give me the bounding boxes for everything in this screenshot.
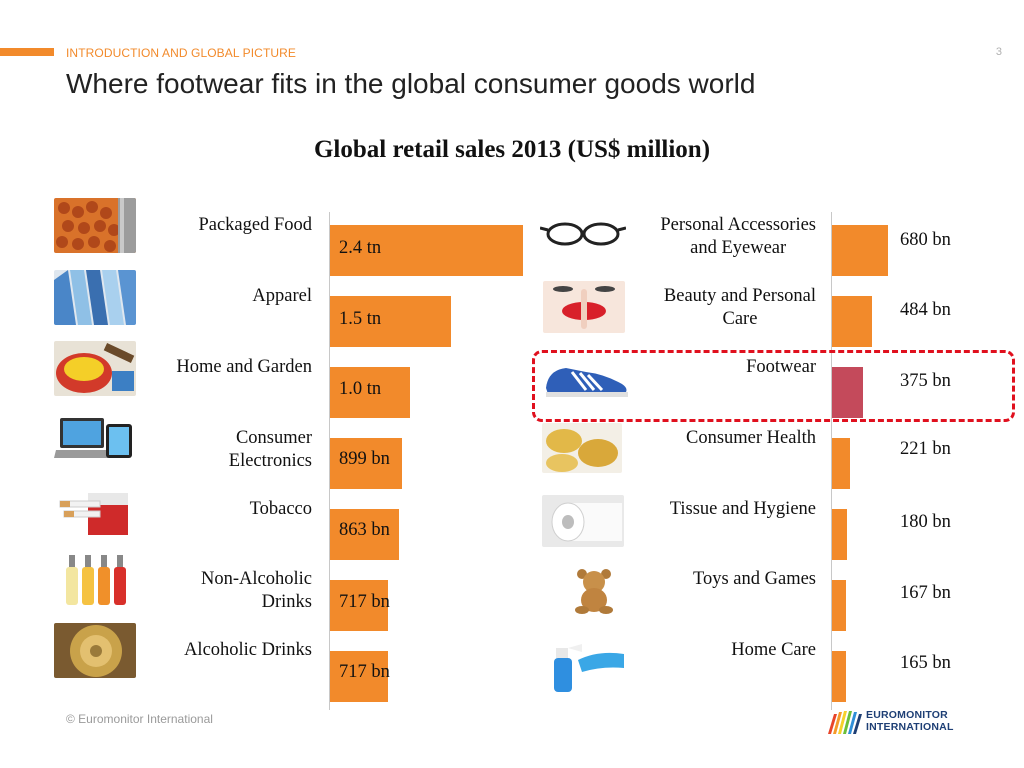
- category-label: Consumer Health: [686, 427, 816, 450]
- category-label: Beauty and Personal Care: [664, 285, 816, 331]
- category-label-line: Care: [722, 309, 758, 329]
- bar-home-and-garden: [330, 367, 410, 418]
- category-label-line: Electronics: [228, 451, 312, 471]
- consumer-health-image: [542, 423, 622, 473]
- section-label: INTRODUCTION AND GLOBAL PICTURE: [66, 46, 297, 60]
- category-label: Personal Accessories and Eyewear: [660, 214, 816, 260]
- beauty-image: [543, 281, 625, 333]
- tissue-image: [542, 495, 624, 547]
- chart-title: Global retail sales 2013 (US$ million): [313, 136, 711, 163]
- home-care-image: [548, 640, 626, 694]
- category-label: Home Care: [731, 639, 816, 662]
- category-label-line: Home Care: [731, 640, 816, 660]
- toys-image: [570, 568, 618, 614]
- value-label: 375 bn: [900, 371, 951, 391]
- category-label-line: Consumer Health: [686, 428, 816, 448]
- category-label-line: Tissue and Hygiene: [669, 499, 816, 519]
- value-label: 484 bn: [900, 300, 951, 320]
- footer-copyright: © Euromonitor International: [66, 712, 213, 726]
- accent-bar: [0, 48, 54, 56]
- bar-consumer-health: [832, 438, 850, 489]
- category-label: Apparel: [252, 285, 312, 308]
- value-label: 180 bn: [900, 512, 951, 532]
- bar-beauty-and-personal-care: [832, 296, 872, 347]
- category-label-line: Home and Garden: [176, 357, 312, 377]
- category-label-line: Toys and Games: [692, 569, 816, 589]
- bar-tobacco: [330, 509, 399, 560]
- bar-home-care: [832, 651, 846, 702]
- category-label: Home and Garden: [176, 356, 312, 379]
- bar-personal-accessories-and-eyewear: [832, 225, 888, 276]
- category-label-line: Consumer: [235, 428, 312, 448]
- bar-packaged-food: [330, 225, 523, 276]
- value-label: 863 bn: [339, 520, 390, 540]
- logo-line: INTERNATIONAL: [866, 721, 954, 733]
- category-label-line: Drinks: [261, 592, 312, 612]
- category-label: Footwear: [746, 356, 816, 379]
- value-label: 167 bn: [900, 583, 951, 603]
- bar-toys-and-games: [832, 580, 846, 631]
- bar-consumer-electronics: [330, 438, 402, 489]
- category-label-line: Personal Accessories: [660, 215, 816, 235]
- apparel-image: [54, 270, 136, 325]
- category-label-line: Packaged Food: [198, 215, 312, 235]
- category-label: Packaged Food: [198, 214, 312, 237]
- footwear-image: [542, 360, 630, 400]
- category-label-line: Tobacco: [249, 499, 312, 519]
- logo-mark-icon: [828, 711, 862, 734]
- category-label-line: Alcoholic Drinks: [184, 640, 312, 660]
- left-axis-line: [329, 212, 330, 710]
- value-label: 1.5 tn: [339, 309, 382, 329]
- value-label: 1.0 tn: [339, 379, 382, 399]
- category-label-line: and Eyewear: [690, 238, 787, 258]
- euromonitor-logo: EUROMONITOR INTERNATIONAL: [828, 708, 968, 734]
- slide-title: Where footwear fits in the global consum…: [66, 68, 756, 99]
- alcoholic-drinks-image: [54, 623, 136, 678]
- category-label-line: Beauty and Personal: [663, 286, 816, 306]
- tobacco-image: [54, 483, 136, 538]
- category-label: Alcoholic Drinks: [184, 639, 312, 662]
- logo-line: EUROMONITOR: [866, 709, 948, 721]
- value-label: 165 bn: [900, 653, 951, 673]
- page-number: 3: [995, 46, 1002, 58]
- value-label: 680 bn: [900, 230, 951, 250]
- bar-apparel: [330, 296, 451, 347]
- category-label: Tobacco: [250, 498, 312, 521]
- eyewear-image: [540, 212, 626, 252]
- bar-footwear: [832, 367, 863, 418]
- value-label: 717 bn: [339, 662, 390, 682]
- category-label-line: Footwear: [746, 357, 816, 377]
- value-label: 717 bn: [339, 592, 390, 612]
- category-label: Consumer Electronics: [229, 427, 312, 473]
- footwear-highlight-box: [532, 350, 1015, 422]
- consumer-electronics-image: [54, 412, 136, 467]
- non-alcoholic-drinks-image: [54, 553, 136, 608]
- right-axis-line: [831, 212, 832, 710]
- bar-tissue-and-hygiene: [832, 509, 847, 560]
- category-label: Non-Alcoholic Drinks: [201, 568, 312, 614]
- category-label: Tissue and Hygiene: [670, 498, 816, 521]
- category-label-line: Apparel: [252, 286, 312, 306]
- bar-non-alcoholic-drinks: [330, 580, 388, 631]
- packaged-food-image: [54, 198, 136, 253]
- category-label: Toys and Games: [693, 568, 816, 591]
- logo-text: EUROMONITOR INTERNATIONAL: [866, 709, 954, 733]
- home-garden-image: [54, 341, 136, 396]
- value-label: 2.4 tn: [339, 238, 382, 258]
- value-label: 221 bn: [900, 439, 951, 459]
- bar-alcoholic-drinks: [330, 651, 388, 702]
- category-label-line: Non-Alcoholic: [201, 569, 312, 589]
- value-label: 899 bn: [339, 449, 390, 469]
